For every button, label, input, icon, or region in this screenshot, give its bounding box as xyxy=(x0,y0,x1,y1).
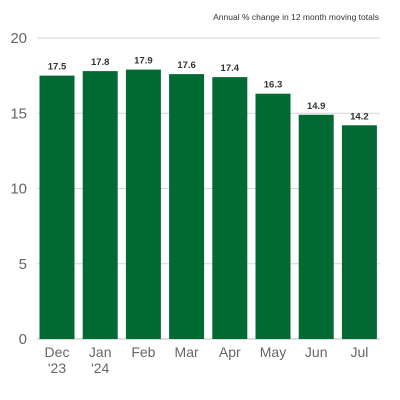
y-axis: 0 5 10 15 20 xyxy=(10,30,27,348)
data-labels: 17.5 17.8 17.9 17.6 17.4 16.3 14.9 14.2 xyxy=(48,56,369,123)
y-tick-label: 10 xyxy=(10,181,27,198)
y-tick-label: 15 xyxy=(10,105,27,122)
x-tick-label: Jan '24 xyxy=(89,344,112,376)
x-tick-label: Apr xyxy=(219,344,241,360)
bar-5 xyxy=(255,93,291,339)
bars xyxy=(39,69,377,340)
data-label: 17.8 xyxy=(91,57,110,68)
x-tick-label: May xyxy=(260,344,286,360)
bar-7 xyxy=(341,125,377,339)
data-label: 17.6 xyxy=(177,60,196,71)
data-label: 14.9 xyxy=(307,101,326,112)
bar-0 xyxy=(39,75,75,339)
x-axis: Dec '23 Jan '24 Feb Mar Apr May Jun Jul xyxy=(45,344,369,376)
x-tick-label: Mar xyxy=(175,344,199,360)
y-tick-label: 20 xyxy=(10,30,27,47)
x-tick-label: Jul xyxy=(350,344,368,360)
y-tick-label: 5 xyxy=(19,256,27,273)
bar-4 xyxy=(212,77,248,339)
bar-1 xyxy=(82,71,118,340)
bar-3 xyxy=(169,74,205,340)
x-tick-label: Dec '23 xyxy=(45,344,70,376)
data-label: 17.5 xyxy=(48,62,67,73)
data-label: 16.3 xyxy=(264,80,283,91)
x-tick-label: Feb xyxy=(131,344,155,360)
bar-2 xyxy=(125,69,161,339)
data-label: 14.2 xyxy=(350,111,369,122)
data-label: 17.9 xyxy=(134,56,153,67)
chart-subtitle: Annual % change in 12 month moving total… xyxy=(213,12,379,22)
y-tick-label: 0 xyxy=(19,331,27,348)
x-tick-label: Jun xyxy=(305,344,328,360)
data-label: 17.4 xyxy=(221,63,240,74)
bar-6 xyxy=(298,114,334,339)
